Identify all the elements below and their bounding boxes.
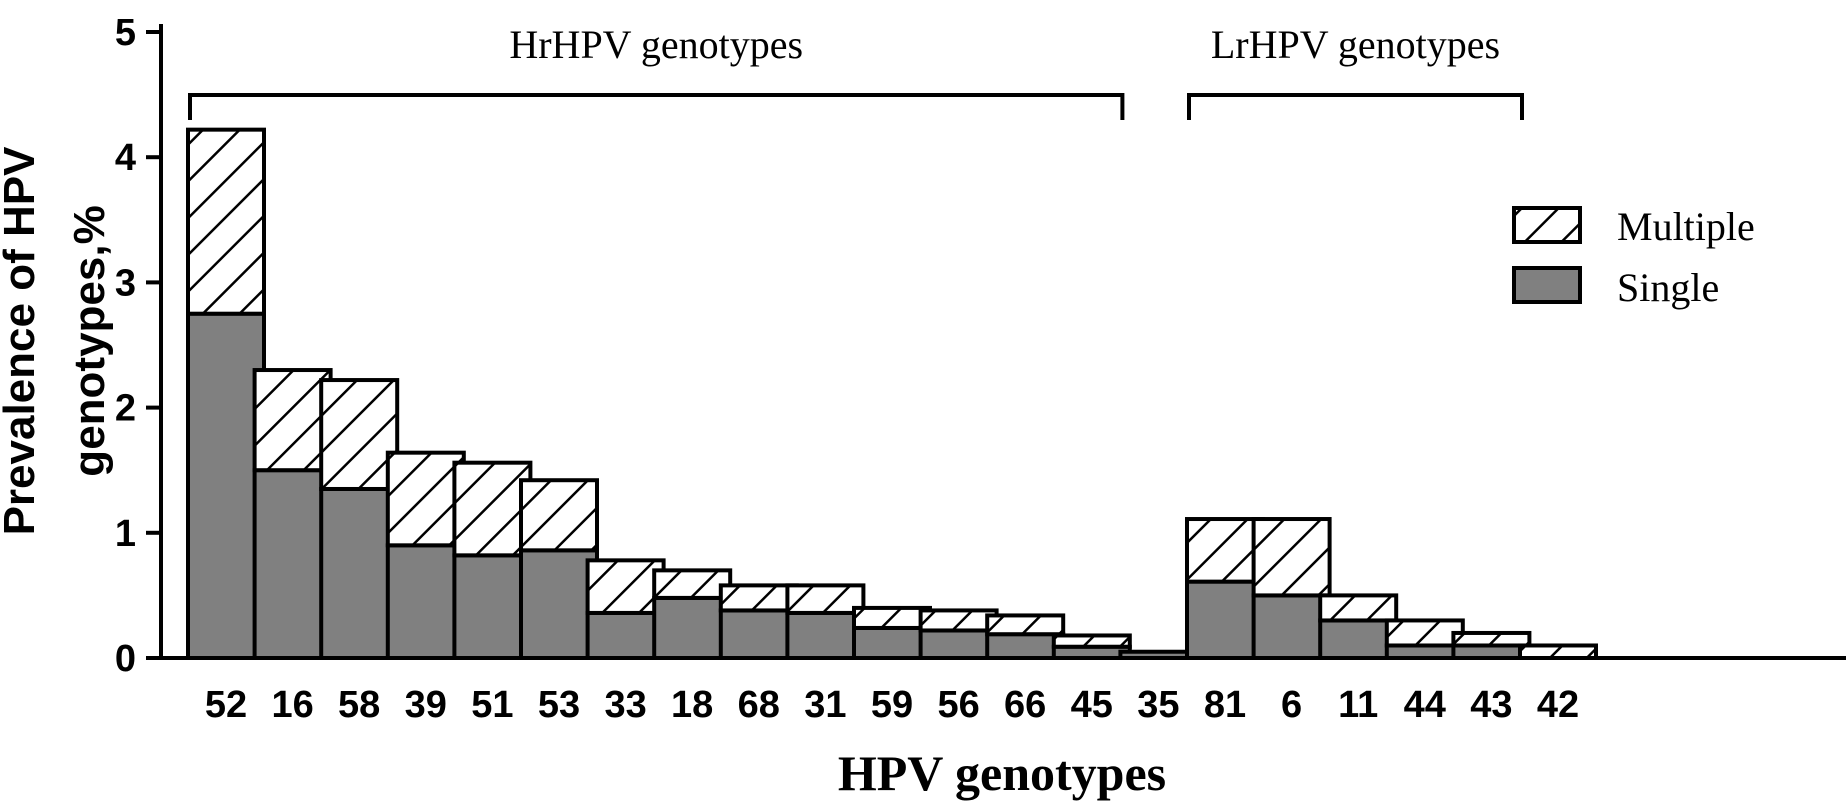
x-tick-label: 42 <box>1537 684 1579 726</box>
bar-multiple-68 <box>718 583 799 613</box>
legend-swatch-multiple <box>1512 206 1582 244</box>
y-tick-label: 4 <box>115 137 136 179</box>
x-tick-label: 39 <box>405 684 447 726</box>
group-bracket <box>188 93 1125 120</box>
x-tick-label: 35 <box>1137 684 1179 726</box>
bar-multiple-45 <box>1051 633 1132 649</box>
bar-multiple-11 <box>1318 593 1399 623</box>
y-axis-label-line-1: Prevalence of HPV <box>0 146 44 535</box>
bar-single-33 <box>585 610 666 660</box>
legend: Multiple Single <box>1512 204 1755 310</box>
bar-multiple-31 <box>785 583 866 615</box>
bar-single-56 <box>918 628 999 660</box>
bar-single-68 <box>718 608 799 661</box>
y-axis-label-line-2: genotypes,% <box>65 205 114 476</box>
bar-multiple-44 <box>1384 618 1465 648</box>
legend-label-single: Single <box>1617 265 1719 310</box>
genotype-group-brackets: HrHPV genotypes LrHPV genotypes <box>188 22 1524 120</box>
x-tick-label: 43 <box>1470 684 1512 726</box>
bar-multiple-81 <box>1185 517 1265 584</box>
bar-single-11 <box>1318 618 1399 661</box>
y-tick-label: 5 <box>115 12 136 54</box>
x-tick-label: 31 <box>804 684 846 726</box>
x-tick-label: 66 <box>1004 684 1046 726</box>
x-tick-label: 59 <box>871 684 913 726</box>
bar-single-31 <box>785 610 866 660</box>
x-tick-label: 68 <box>738 684 780 726</box>
bar-single-51 <box>452 553 533 660</box>
bar-multiple-18 <box>652 568 733 600</box>
bar-multiple-51 <box>452 460 533 558</box>
y-tick-label: 0 <box>115 638 136 680</box>
bars <box>186 127 1598 661</box>
bar-multiple-66 <box>985 613 1066 637</box>
bar-multiple-52 <box>186 127 266 316</box>
x-tick-label: 81 <box>1204 684 1246 726</box>
bar-multiple-33 <box>585 558 666 615</box>
x-tick-label: 45 <box>1071 684 1113 726</box>
x-tick-label: 16 <box>271 684 313 726</box>
bar-multiple-56 <box>918 608 999 633</box>
group-label: HrHPV genotypes <box>509 22 803 67</box>
bar-single-39 <box>385 543 466 661</box>
bar-single-53 <box>519 548 599 660</box>
x-tick-label: 53 <box>538 684 580 726</box>
x-tick-label: 58 <box>338 684 380 726</box>
x-tick-label: 11 <box>1338 684 1378 726</box>
x-tick-label: 6 <box>1281 684 1302 726</box>
x-tick-label: 33 <box>604 684 646 726</box>
x-tick-label: 52 <box>205 684 247 726</box>
x-tick-label: 44 <box>1404 684 1446 726</box>
bar-multiple-58 <box>319 378 400 491</box>
x-tick-label: 51 <box>471 684 513 726</box>
legend-swatch-single <box>1512 266 1582 304</box>
group-bracket <box>1187 93 1524 120</box>
y-tick-label: 3 <box>115 262 136 304</box>
bar-multiple-6 <box>1251 517 1332 598</box>
x-axis-ticks: 52 16 58 39 51 53 33 18 68 31 59 56 66 45 35 81 6 11 44 43 4… <box>205 684 1579 726</box>
x-tick-label: 18 <box>671 684 713 726</box>
bar-multiple-53 <box>519 478 599 553</box>
y-tick-label: 1 <box>115 513 136 555</box>
legend-label-multiple: Multiple <box>1617 204 1755 249</box>
x-axis-label: HPV genotypes <box>838 745 1166 801</box>
group-label: LrHPV genotypes <box>1211 22 1500 67</box>
y-axis-ticks: 0 1 2 3 4 5 <box>115 12 161 680</box>
y-tick-label: 2 <box>115 388 136 430</box>
bar-multiple-43 <box>1451 630 1532 648</box>
x-tick-label: 56 <box>937 684 979 726</box>
bar-single-66 <box>985 632 1066 660</box>
